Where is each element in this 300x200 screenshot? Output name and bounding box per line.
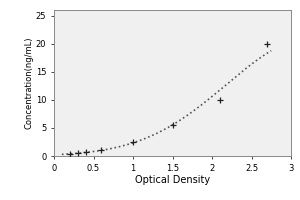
Y-axis label: Concentration(ng/mL): Concentration(ng/mL) — [24, 37, 33, 129]
X-axis label: Optical Density: Optical Density — [135, 175, 210, 185]
